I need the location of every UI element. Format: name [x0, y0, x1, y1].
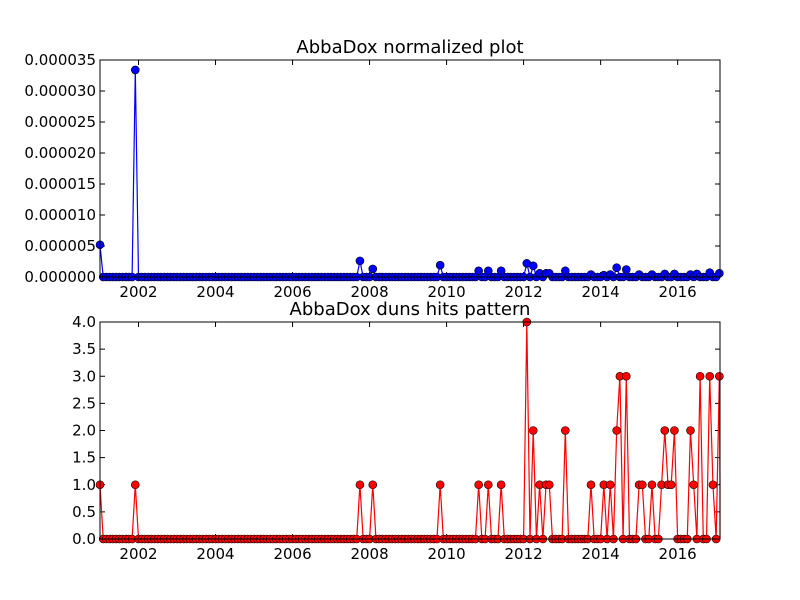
- y-tick-label: 0.000020: [24, 144, 96, 162]
- y-tick-label: 0.000005: [24, 237, 96, 255]
- y-tick-label: 0.000035: [24, 51, 96, 69]
- data-point: [561, 426, 570, 435]
- data-point: [474, 480, 483, 490]
- x-tick-label: 2012: [505, 545, 543, 563]
- duns-hits-plot: AbbaDox duns hits pattern 0.0 0.5 1.0 1.5 2.…: [72, 299, 724, 563]
- data-point: [612, 263, 621, 273]
- x-tick-label: 2016: [659, 545, 697, 563]
- y-tick-label: 0.5: [72, 503, 96, 521]
- data-point: [695, 371, 705, 381]
- y-tick-label: 0.000025: [24, 113, 96, 131]
- x-tick-label: 2014: [582, 283, 620, 301]
- y-tick-label: 3.0: [72, 367, 96, 385]
- data-point: [435, 260, 445, 270]
- data-point: [355, 256, 365, 266]
- y-tick-label: 1.0: [72, 476, 96, 494]
- data-point: [715, 371, 724, 381]
- chart-title: AbbaDox normalized plot: [296, 37, 523, 58]
- data-point: [689, 480, 698, 490]
- data-point: [435, 480, 445, 490]
- data-point: [686, 426, 695, 435]
- data-point: [660, 426, 670, 435]
- chart-title: AbbaDox duns hits pattern: [290, 299, 531, 320]
- data-point: [605, 480, 615, 490]
- x-tick-label: 2006: [273, 545, 311, 563]
- data-point: [647, 480, 657, 490]
- x-tick-label: 2002: [119, 283, 157, 301]
- y-tick-label: 2.5: [72, 394, 96, 412]
- y-tick-label: 1.5: [72, 449, 96, 467]
- normalized-plot: AbbaDox normalized plot 0.000000 0.000005…: [24, 37, 724, 301]
- plot-area: 0.0 0.5 1.0 1.5 2.0 2.5 3.0 3.5 4.0 2002 2004 2006 2…: [72, 313, 724, 563]
- y-tick-label: 0.000030: [24, 82, 96, 100]
- data-point: [621, 265, 631, 274]
- data-point: [621, 371, 631, 381]
- series-line: [99, 69, 721, 280]
- data-point: [715, 268, 724, 278]
- x-tick-label: 2004: [196, 545, 234, 563]
- x-tick-label: 2008: [350, 283, 388, 301]
- x-tick-label: 2010: [427, 283, 465, 301]
- x-tick-label: 2016: [659, 283, 697, 301]
- y-tick-label: 0.0: [72, 530, 96, 548]
- y-tick-label: 2.0: [72, 422, 96, 440]
- data-point: [355, 480, 365, 490]
- data-point: [131, 480, 140, 490]
- data-point: [708, 480, 718, 490]
- data-point: [496, 480, 506, 490]
- x-tick-label: 2010: [427, 545, 465, 563]
- y-tick-label: 0.000010: [24, 206, 96, 224]
- x-tick-label: 2008: [350, 545, 388, 563]
- x-tick-label: 2012: [505, 283, 543, 301]
- x-tick-label: 2004: [196, 283, 234, 301]
- data-point: [586, 480, 596, 490]
- data-point: [638, 480, 647, 490]
- x-tick-label: 2014: [582, 545, 620, 563]
- y-tick-label: 4.0: [72, 313, 96, 331]
- axes-frame: [99, 321, 721, 540]
- data-point: [528, 426, 538, 435]
- data-point: [670, 426, 679, 435]
- data-point: [368, 480, 378, 490]
- data-point: [612, 426, 621, 435]
- series-line: [99, 321, 721, 540]
- x-tick-label: 2006: [273, 283, 311, 301]
- axes-frame: [99, 59, 721, 278]
- data-point: [705, 371, 715, 381]
- data-point: [544, 480, 554, 490]
- x-tick-label: 2002: [119, 545, 157, 563]
- y-tick-label: 0.000015: [24, 175, 96, 193]
- y-tick-label: 0.000000: [24, 268, 96, 286]
- data-point: [368, 264, 378, 274]
- data-point: [528, 261, 538, 271]
- y-tick-label: 3.5: [72, 340, 96, 358]
- data-point: [131, 65, 140, 75]
- plot-area: 0.000000 0.000005 0.000010 0.000015 0.000020…: [24, 51, 724, 301]
- data-point: [666, 480, 676, 490]
- data-point: [483, 480, 493, 490]
